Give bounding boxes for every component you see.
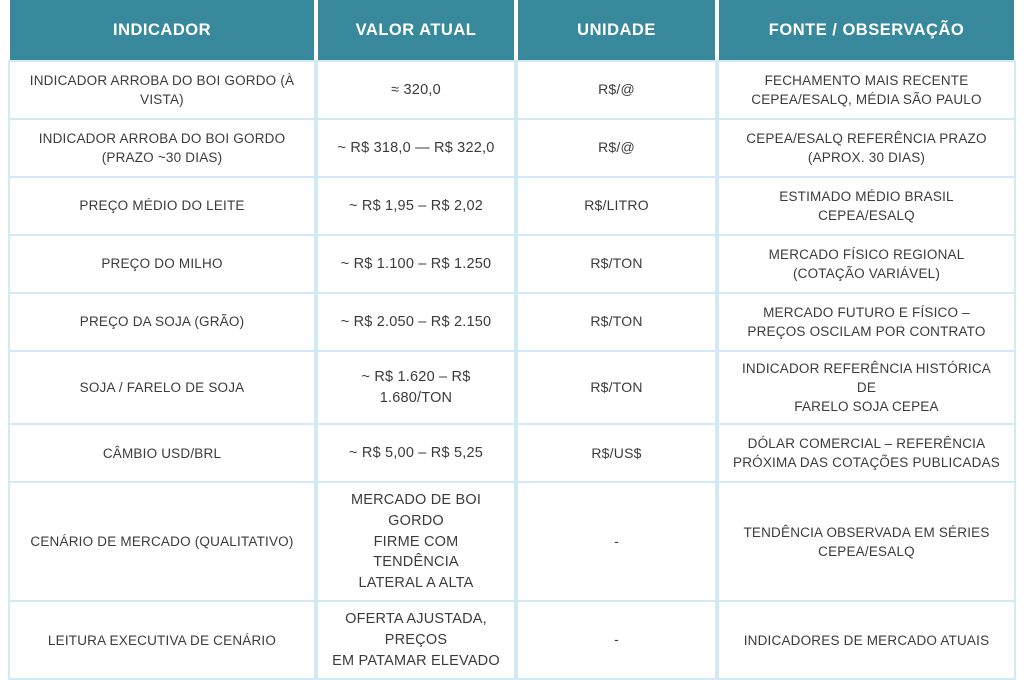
cell-indicador: SOJA / FARELO DE SOJA [10,352,314,424]
cell-fonte-observacao: DÓLAR COMERCIAL – REFERÊNCIA PRÓXIMA DAS… [719,425,1014,482]
header-cell-valor-atual: VALOR ATUAL [318,0,514,60]
cell-indicador: PREÇO DA SOJA (GRÃO) [10,294,314,350]
cell-indicador: CENÁRIO DE MERCADO (QUALITATIVO) [10,483,314,601]
cell-unidade: R$/@ [518,62,715,118]
cell-fonte-observacao: INDICADORES DE MERCADO ATUAIS [719,602,1014,679]
table-row: PREÇO MÉDIO DO LEITE ~ R$ 1,95 – R$ 2,02… [10,178,1014,234]
cell-unidade: R$/TON [518,236,715,292]
cell-indicador: INDICADOR ARROBA DO BOI GORDO (PRAZO ~30… [10,120,314,176]
cell-unidade: R$/TON [518,294,715,350]
cell-fonte-observacao: MERCADO FÍSICO REGIONAL (COTAÇÃO VARIÁVE… [719,236,1014,292]
header-cell-indicador: INDICADOR [10,0,314,60]
cell-unidade: R$/TON [518,352,715,424]
cell-unidade: R$/LITRO [518,178,715,234]
cell-valor-atual: ~ R$ 2.050 – R$ 2.150 [318,294,514,350]
table-header-row: INDICADOR VALOR ATUAL UNIDADE FONTE / OB… [8,0,1016,60]
cell-fonte-observacao: FECHAMENTO MAIS RECENTE CEPEA/ESALQ, MÉD… [719,62,1014,118]
cell-valor-atual: MERCADO DE BOI GORDO FIRME COM TENDÊNCIA… [318,483,514,601]
table-row: CÂMBIO USD/BRL ~ R$ 5,00 – R$ 5,25 R$/US… [10,425,1014,482]
header-cell-unidade: UNIDADE [518,0,715,60]
table-row: INDICADOR ARROBA DO BOI GORDO (À VISTA) … [10,62,1014,118]
header-cell-fonte-observacao: FONTE / OBSERVAÇÃO [719,0,1014,60]
cell-valor-atual: ~ R$ 1.100 – R$ 1.250 [318,236,514,292]
cell-valor-atual: OFERTA AJUSTADA, PREÇOS EM PATAMAR ELEVA… [318,602,514,679]
cell-unidade: - [518,483,715,601]
cell-unidade: R$/@ [518,120,715,176]
cell-valor-atual: ~ R$ 318,0 — R$ 322,0 [318,120,514,176]
cell-valor-atual: ~ R$ 1,95 – R$ 2,02 [318,178,514,234]
cell-unidade: - [518,602,715,679]
cell-fonte-observacao: ESTIMADO MÉDIO BRASIL CEPEA/ESALQ [719,178,1014,234]
cell-valor-atual: ~ R$ 5,00 – R$ 5,25 [318,425,514,482]
table-row: LEITURA EXECUTIVA DE CENÁRIO OFERTA AJUS… [10,602,1014,679]
table-row: SOJA / FARELO DE SOJA ~ R$ 1.620 – R$ 1.… [10,352,1014,424]
cell-valor-atual: ~ R$ 1.620 – R$ 1.680/TON [318,352,514,424]
table-row: PREÇO DA SOJA (GRÃO) ~ R$ 2.050 – R$ 2.1… [10,294,1014,350]
cell-indicador: CÂMBIO USD/BRL [10,425,314,482]
table-row: PREÇO DO MILHO ~ R$ 1.100 – R$ 1.250 R$/… [10,236,1014,292]
cell-fonte-observacao: CEPEA/ESALQ REFERÊNCIA PRAZO (APROX. 30 … [719,120,1014,176]
table-row: INDICADOR ARROBA DO BOI GORDO (PRAZO ~30… [10,120,1014,176]
cell-indicador: LEITURA EXECUTIVA DE CENÁRIO [10,602,314,679]
table-row: CENÁRIO DE MERCADO (QUALITATIVO) MERCADO… [10,483,1014,601]
cell-fonte-observacao: MERCADO FUTURO E FÍSICO – PREÇOS OSCILAM… [719,294,1014,350]
table-body: INDICADOR ARROBA DO BOI GORDO (À VISTA) … [8,60,1016,680]
cell-unidade: R$/US$ [518,425,715,482]
cell-indicador: INDICADOR ARROBA DO BOI GORDO (À VISTA) [10,62,314,118]
cell-indicador: PREÇO MÉDIO DO LEITE [10,178,314,234]
cell-valor-atual: ≈ 320,0 [318,62,514,118]
cell-fonte-observacao: TENDÊNCIA OBSERVADA EM SÉRIES CEPEA/ESAL… [719,483,1014,601]
cell-fonte-observacao: INDICADOR REFERÊNCIA HISTÓRICA DE FARELO… [719,352,1014,424]
indicators-table: INDICADOR VALOR ATUAL UNIDADE FONTE / OB… [8,0,1016,680]
cell-indicador: PREÇO DO MILHO [10,236,314,292]
